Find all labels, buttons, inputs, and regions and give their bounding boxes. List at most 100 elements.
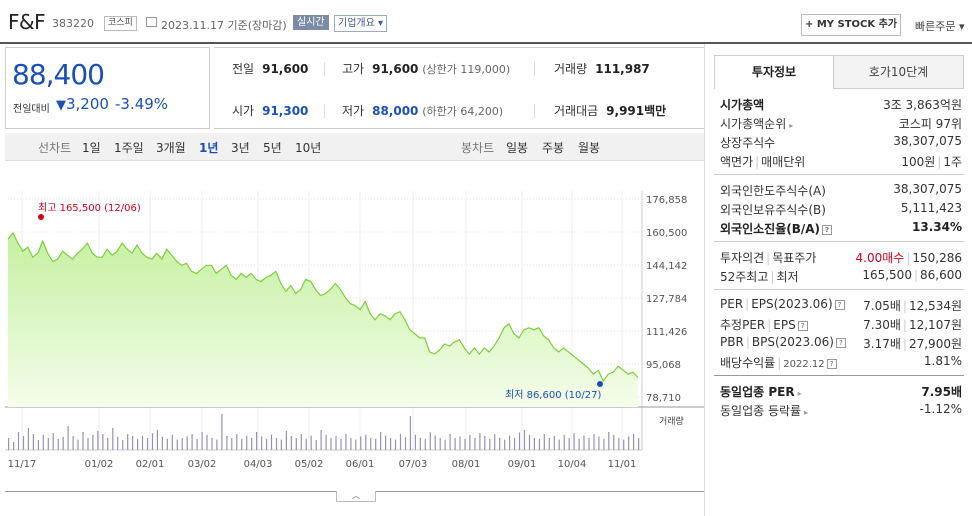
add-mystock-button[interactable]: + MY STOCK 추가 bbox=[801, 14, 901, 36]
volume-bar bbox=[618, 438, 620, 450]
volume-bar bbox=[514, 438, 516, 450]
volume-bar bbox=[42, 434, 44, 450]
tab-daily[interactable]: 일봉 bbox=[506, 141, 529, 155]
low-marker bbox=[597, 381, 603, 387]
volume-bar bbox=[22, 436, 25, 450]
volume-bar bbox=[17, 432, 20, 450]
tab-1w[interactable]: 1주일 bbox=[114, 141, 144, 155]
volume-bar bbox=[553, 436, 555, 450]
volume-bar bbox=[573, 433, 575, 450]
volume-bar bbox=[340, 438, 342, 450]
volume-bar bbox=[499, 438, 501, 450]
volume-bar bbox=[305, 438, 307, 450]
x-tick-label: 04/03 bbox=[244, 459, 273, 470]
volume-bar bbox=[330, 438, 332, 450]
tab-5y[interactable]: 5년 bbox=[263, 141, 282, 155]
volume-bar bbox=[196, 438, 198, 450]
volume-bar bbox=[335, 436, 337, 450]
volume-bar bbox=[434, 435, 436, 450]
volume-bar bbox=[52, 433, 54, 450]
high-annotation: 최고 165,500 (12/06) bbox=[38, 202, 141, 214]
high-marker bbox=[38, 214, 44, 220]
volume-bar bbox=[231, 438, 233, 450]
volume-bar bbox=[290, 436, 292, 450]
volume-bar bbox=[102, 434, 104, 450]
volume-bar bbox=[216, 439, 218, 450]
volume-bar bbox=[320, 430, 322, 450]
volume-bar bbox=[176, 439, 178, 450]
volume-bar bbox=[32, 434, 34, 450]
volume-bar bbox=[315, 440, 317, 450]
y-tick-label: 111,426 bbox=[646, 327, 687, 338]
y-tick-label: 144,142 bbox=[646, 261, 687, 272]
volume-bar bbox=[161, 436, 163, 450]
par-value: 100원 bbox=[901, 155, 936, 169]
volume-bar bbox=[449, 434, 451, 450]
x-tick-label: 11/17 bbox=[8, 459, 37, 470]
volume-bar bbox=[350, 438, 352, 450]
tab-3m[interactable]: 3개월 bbox=[156, 141, 186, 155]
volume-bar bbox=[166, 438, 168, 450]
foreign-ratio: 13.34% bbox=[912, 220, 962, 234]
volume-bar bbox=[543, 434, 545, 450]
industry-per: 7.95배 bbox=[921, 385, 962, 399]
tab-10y[interactable]: 10년 bbox=[295, 141, 322, 155]
volume-bar bbox=[588, 438, 590, 450]
trade-unit: 1주 bbox=[943, 155, 962, 169]
volume-bar bbox=[127, 434, 129, 450]
current-price-box: 88,400 전일대비 ▼3,200 -3.49% bbox=[5, 47, 210, 129]
volume-bar bbox=[280, 439, 282, 450]
market-cap-section: 시가총액 3조 3,863억원 시가총액순위 ▸ 코스피 97위 상장주식수 38,30… bbox=[714, 88, 964, 174]
volume-bar bbox=[186, 436, 188, 450]
trade-amount: 거래대금 9,991백만 bbox=[554, 104, 667, 118]
help-icon[interactable]: ? bbox=[822, 225, 833, 235]
realtime-button[interactable]: 실시간 bbox=[293, 15, 329, 30]
tab-3y[interactable]: 3년 bbox=[231, 141, 250, 155]
volume-bar bbox=[464, 438, 466, 450]
shares-label: 상장주식수 bbox=[720, 136, 776, 150]
est-eps: 12,107원 bbox=[908, 318, 962, 332]
x-tick-label: 01/02 bbox=[85, 459, 114, 470]
volume-bar bbox=[429, 432, 431, 450]
est-per: 7.30배 bbox=[863, 318, 901, 332]
tab-weekly[interactable]: 주봉 bbox=[542, 141, 565, 155]
tab-1d[interactable]: 1일 bbox=[82, 141, 101, 155]
volume-bar bbox=[439, 438, 441, 450]
tab-investment-info[interactable]: 투자정보 bbox=[715, 56, 833, 89]
chevron-right-icon: ▸ bbox=[804, 408, 809, 417]
volume-bar bbox=[146, 438, 149, 450]
volume-bar bbox=[628, 436, 630, 450]
volume-bar bbox=[474, 438, 476, 450]
cap-rank-label: 시가총액순위 bbox=[720, 117, 787, 131]
bps: 27,900원 bbox=[908, 337, 962, 351]
quick-order-dropdown[interactable]: 빠른주문 ▾ bbox=[915, 20, 965, 33]
volume-bar bbox=[345, 434, 347, 450]
x-tick-label: 09/01 bbox=[508, 459, 537, 470]
high-price: 고가 91,600 (상한가 119,000) bbox=[342, 62, 511, 76]
shares: 38,307,075 bbox=[893, 134, 962, 148]
tab-monthly[interactable]: 월봉 bbox=[578, 141, 601, 155]
x-tick-label: 06/01 bbox=[346, 459, 375, 470]
volume-bar bbox=[538, 438, 540, 450]
volume-bar bbox=[122, 440, 124, 450]
volume-bar bbox=[360, 436, 362, 450]
volume-bar bbox=[489, 438, 491, 450]
volume-bar bbox=[528, 434, 531, 450]
collapse-chart-button[interactable]: ︿ bbox=[336, 491, 376, 502]
tab-orderbook[interactable]: 호가10단계 bbox=[833, 56, 963, 89]
volume-bar bbox=[266, 438, 268, 450]
volume-bar bbox=[285, 430, 287, 450]
volume-bar bbox=[454, 438, 456, 450]
market-cap: 3조 3,863억원 bbox=[883, 98, 962, 112]
volume-bar bbox=[251, 438, 253, 450]
volume-bar bbox=[459, 436, 461, 450]
volume-bar bbox=[181, 438, 183, 450]
company-overview-dropdown[interactable]: 기업개요 ▾ bbox=[334, 15, 387, 32]
volume-bar bbox=[241, 438, 243, 450]
tab-1y[interactable]: 1년 bbox=[199, 141, 219, 155]
volume-bar bbox=[325, 434, 327, 450]
price-chart[interactable]: 176,858 160,500 144,142 127,784 111,426 95,06… bbox=[0, 162, 704, 492]
open-price: 시가 91,300 bbox=[232, 104, 309, 118]
volume-bar bbox=[494, 434, 496, 450]
volume-bar bbox=[380, 432, 382, 450]
